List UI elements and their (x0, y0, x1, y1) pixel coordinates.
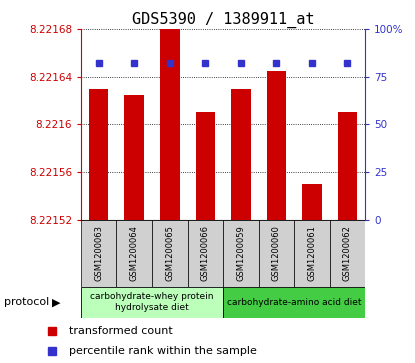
Bar (195, 113, 215, 220)
Text: percentile rank within the sample: percentile rank within the sample (69, 346, 256, 356)
Bar (117, 220, 152, 287)
Bar (124, 94, 144, 220)
Bar (259, 220, 294, 287)
Text: GSM1200063: GSM1200063 (94, 225, 103, 281)
Bar (81, 220, 117, 287)
Bar (223, 287, 365, 318)
Text: ▶: ▶ (52, 297, 60, 307)
Text: protocol: protocol (4, 297, 49, 307)
Text: GSM1200064: GSM1200064 (130, 225, 139, 281)
Bar (338, 113, 357, 220)
Text: carbohydrate-whey protein
hydrolysate diet: carbohydrate-whey protein hydrolysate di… (90, 293, 214, 312)
Text: GSM1200060: GSM1200060 (272, 225, 281, 281)
Bar (231, 89, 251, 220)
Text: carbohydrate-amino acid diet: carbohydrate-amino acid diet (227, 298, 361, 307)
Bar (89, 89, 108, 220)
Bar (188, 220, 223, 287)
Bar (160, 29, 180, 220)
Bar (152, 220, 188, 287)
Bar (223, 220, 259, 287)
Bar (294, 220, 330, 287)
Text: GSM1200061: GSM1200061 (308, 225, 316, 281)
Bar (302, 184, 322, 220)
Text: transformed count: transformed count (69, 326, 173, 337)
Text: GSM1200066: GSM1200066 (201, 225, 210, 281)
Text: GSM1200065: GSM1200065 (165, 225, 174, 281)
Bar (81, 287, 223, 318)
Bar (330, 220, 365, 287)
Bar (266, 71, 286, 220)
Text: GSM1200059: GSM1200059 (236, 225, 245, 281)
Text: GSM1200062: GSM1200062 (343, 225, 352, 281)
Title: GDS5390 / 1389911_at: GDS5390 / 1389911_at (132, 12, 314, 28)
